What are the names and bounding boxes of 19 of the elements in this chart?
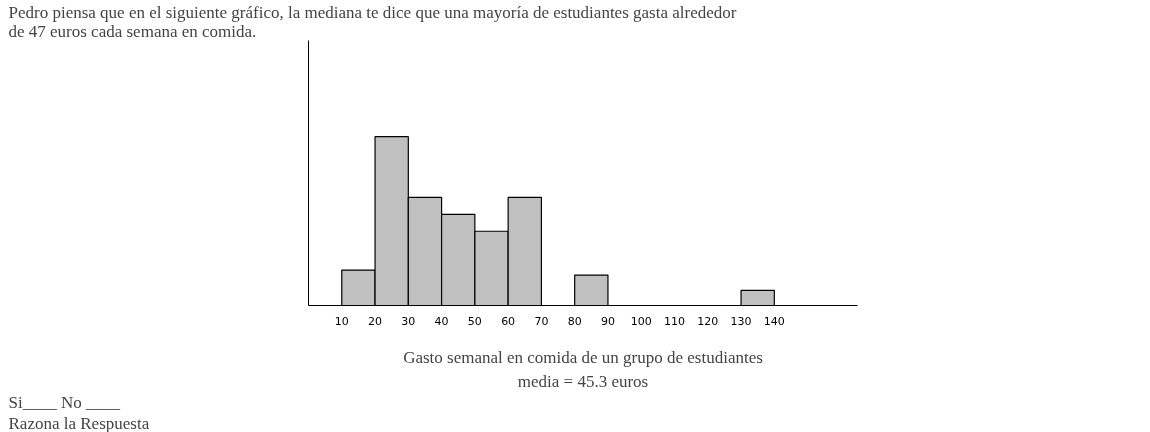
x-tick-label: 60 bbox=[501, 314, 516, 328]
chart-title: Pedro piensa que en el siguiente gráfico, la mediana te dice que una mayoría de estudiantes gasta alrededor de 47 euros cada semana en comida. bbox=[8, 2, 737, 41]
x-axis-title: Gasto semanal en comida de un grupo de estudiantes bbox=[403, 347, 763, 367]
x-tick-label: 10 bbox=[334, 314, 349, 328]
x-tick-label: 130 bbox=[730, 314, 752, 328]
x-tick-label: 40 bbox=[434, 314, 449, 328]
text: media = 45.3 euros bbox=[517, 371, 649, 391]
x-tick-label: 20 bbox=[368, 314, 383, 328]
text: Si____ No ____ bbox=[8, 392, 121, 412]
x-tick-label: 90 bbox=[600, 314, 615, 328]
x-tick-label: 50 bbox=[467, 314, 482, 328]
x-tick-label: 140 bbox=[763, 314, 785, 328]
x-tick-label: 70 bbox=[534, 314, 549, 328]
x-tick-label: 100 bbox=[630, 314, 652, 328]
x-tick-label: 120 bbox=[697, 314, 719, 328]
x-tick-label: 80 bbox=[567, 314, 582, 328]
x-tick-label: 30 bbox=[401, 314, 416, 328]
text: Razona la Respuesta bbox=[8, 413, 150, 432]
x-tick-label: 110 bbox=[664, 314, 685, 328]
